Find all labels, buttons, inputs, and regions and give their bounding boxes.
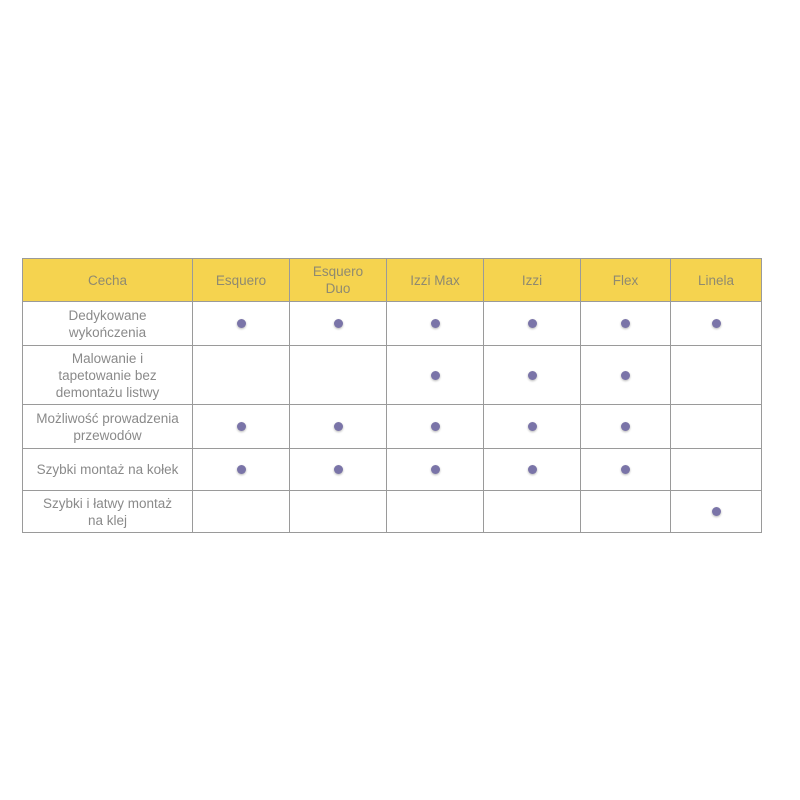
mark-cell <box>289 448 387 491</box>
mark-cell <box>483 301 581 346</box>
mark-cell <box>289 404 387 449</box>
mark-cell <box>386 404 484 449</box>
dot-icon <box>527 319 537 328</box>
mark-cell <box>483 490 581 533</box>
dot-icon <box>711 507 721 516</box>
comparison-table: Cecha Esquero Esquero Duo Izzi Max Izzi Flex L… <box>22 258 762 533</box>
mark-cell <box>192 448 290 491</box>
mark-cell <box>580 301 671 346</box>
feature-label: Szybki i łatwy montaż na klej <box>22 490 193 533</box>
column-header: Izzi <box>483 258 581 302</box>
mark-cell <box>580 345 671 405</box>
mark-cell <box>670 490 762 533</box>
dot-icon <box>430 370 440 380</box>
table-row: Szybki i łatwy montaż na klej <box>22 490 762 533</box>
mark-cell <box>670 301 762 346</box>
dot-icon <box>430 319 440 328</box>
mark-cell <box>192 345 290 405</box>
dot-icon <box>236 422 246 431</box>
header-row: Cecha Esquero Esquero Duo Izzi Max Izzi Flex L… <box>22 258 762 302</box>
dot-icon <box>236 319 246 328</box>
column-header: Izzi Max <box>386 258 484 302</box>
mark-cell <box>386 345 484 405</box>
mark-cell <box>289 301 387 346</box>
dot-icon <box>621 465 630 474</box>
dot-icon <box>621 370 630 380</box>
dot-icon <box>527 422 537 431</box>
dot-icon <box>430 465 440 474</box>
mark-cell <box>386 448 484 491</box>
feature-label: Dedykowane wykończenia <box>22 301 193 346</box>
feature-label: Szybki montaż na kołek <box>22 448 193 491</box>
dot-icon <box>236 465 246 474</box>
dot-icon <box>621 319 630 328</box>
column-header: Esquero <box>192 258 290 302</box>
mark-cell <box>483 448 581 491</box>
table-row: Malowanie i tapetowanie bez demontażu li… <box>22 345 762 405</box>
mark-cell <box>386 490 484 533</box>
mark-cell <box>580 404 671 449</box>
dot-icon <box>527 370 537 380</box>
dot-icon <box>333 319 343 328</box>
column-header: Linela <box>670 258 762 302</box>
mark-cell <box>192 490 290 533</box>
table-row: Dedykowane wykończenia <box>22 301 762 346</box>
column-header: Esquero Duo <box>289 258 387 302</box>
dot-icon <box>333 465 343 474</box>
mark-cell <box>192 301 290 346</box>
mark-cell <box>580 448 671 491</box>
mark-cell <box>580 490 671 533</box>
mark-cell <box>192 404 290 449</box>
dot-icon <box>430 422 440 431</box>
dot-icon <box>527 465 537 474</box>
mark-cell <box>289 490 387 533</box>
feature-label: Malowanie i tapetowanie bez demontażu li… <box>22 345 193 405</box>
table-row: Szybki montaż na kołek <box>22 448 762 491</box>
mark-cell <box>289 345 387 405</box>
dot-icon <box>621 422 630 431</box>
feature-label: Możliwość prowadzenia przewodów <box>22 404 193 449</box>
table-row: Możliwość prowadzenia przewodów <box>22 404 762 449</box>
mark-cell <box>483 345 581 405</box>
mark-cell <box>670 404 762 449</box>
column-header: Cecha <box>22 258 193 302</box>
dot-icon <box>711 319 721 328</box>
mark-cell <box>670 345 762 405</box>
dot-icon <box>333 422 343 431</box>
mark-cell <box>386 301 484 346</box>
mark-cell <box>483 404 581 449</box>
mark-cell <box>670 448 762 491</box>
column-header: Flex <box>580 258 671 302</box>
